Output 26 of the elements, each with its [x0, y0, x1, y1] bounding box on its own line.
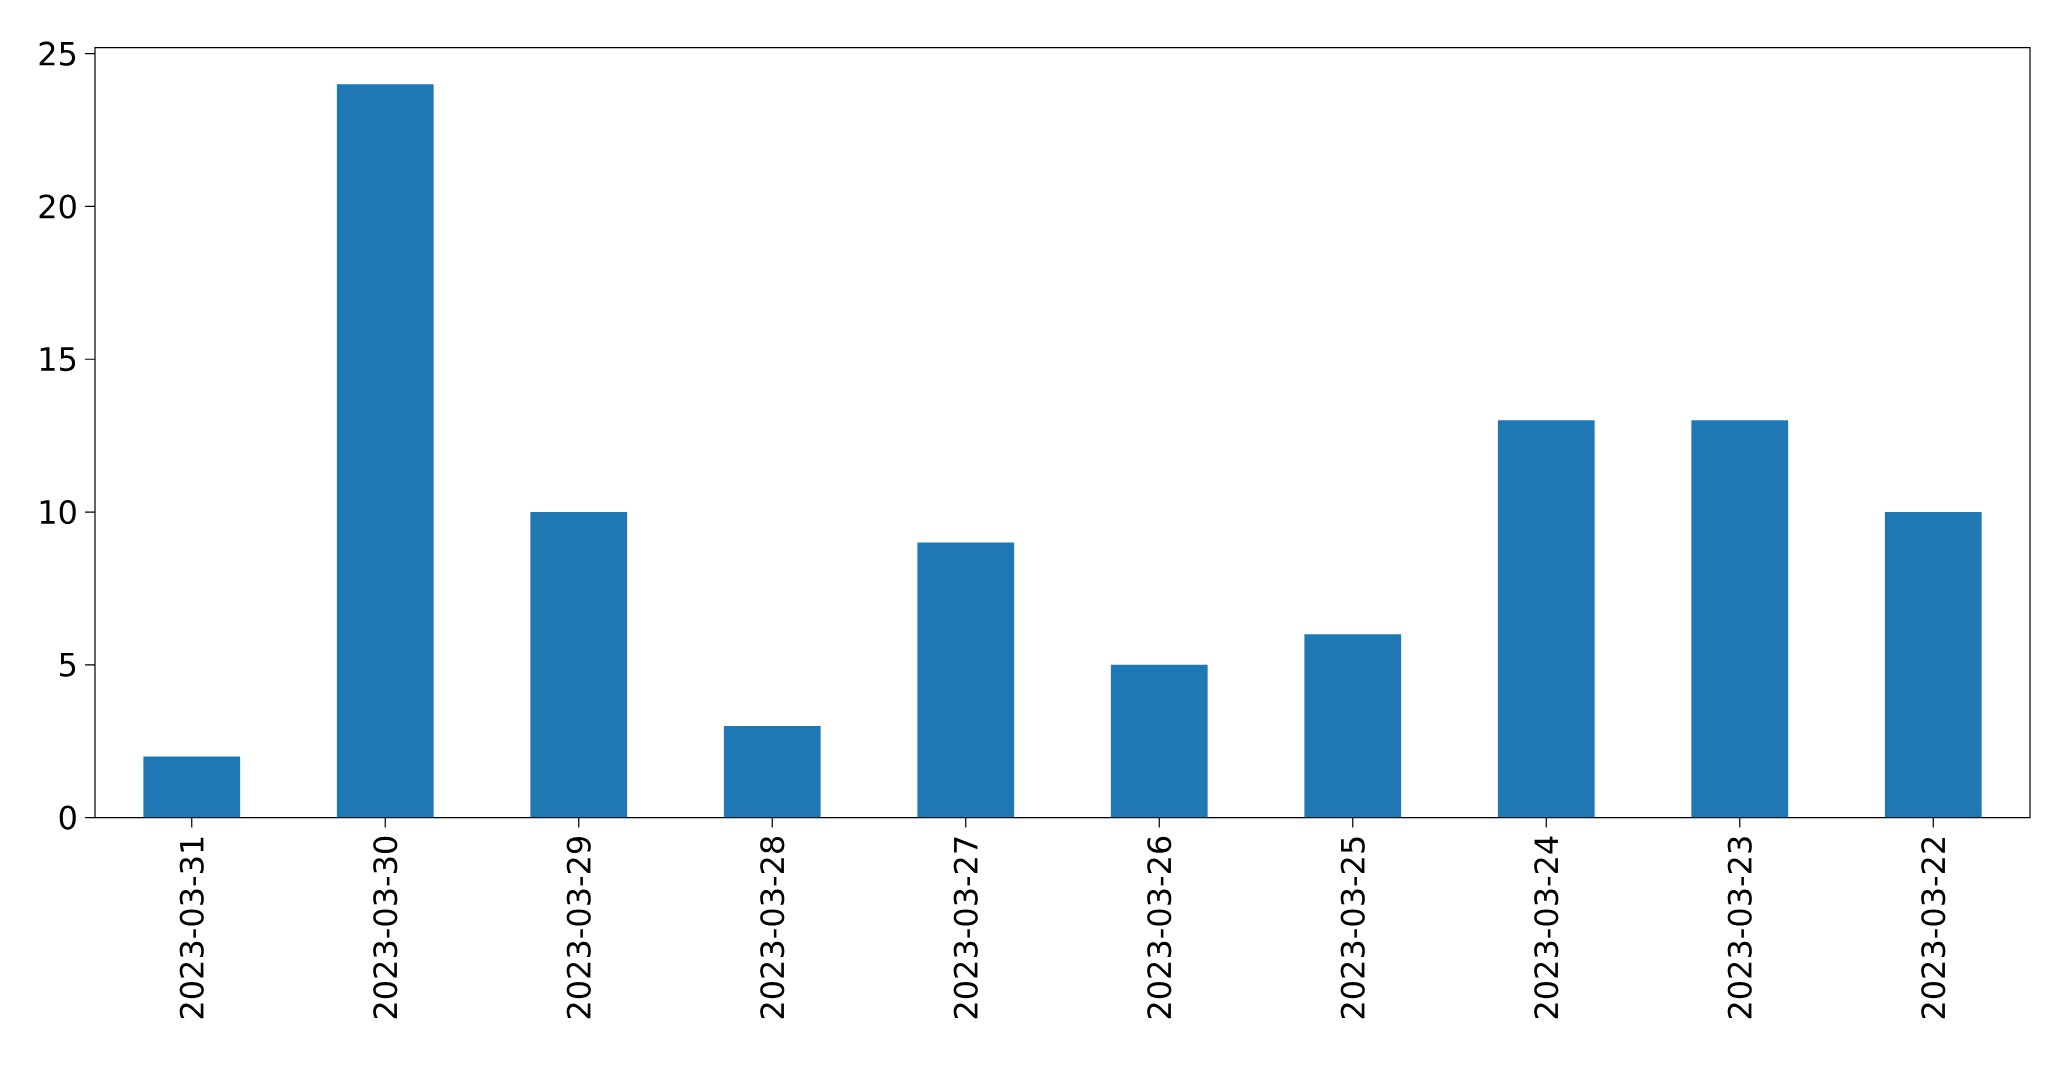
bar: [1497, 420, 1595, 818]
bar: [1691, 420, 1789, 818]
bar: [1884, 512, 1982, 818]
bar: [917, 542, 1015, 818]
bar: [336, 84, 434, 818]
y-tick-label: 10: [40, 499, 76, 525]
x-tick-label: 2023-03-26: [1147, 836, 1172, 1019]
x-tick-label: 2023-03-22: [1921, 837, 1946, 1019]
x-tick-label: 2023-03-25: [1340, 837, 1365, 1019]
bar: [530, 512, 628, 818]
bar: [1110, 664, 1208, 818]
bar: [1304, 634, 1402, 818]
x-tick-label: 2023-03-23: [1727, 837, 1752, 1019]
x-tick-label: 2023-03-24: [1534, 836, 1559, 1019]
y-tick-label: 0: [59, 805, 76, 830]
y-tick-label: 5: [60, 652, 76, 677]
y-tick-label: 15: [40, 347, 76, 372]
x-tick-label: 2023-03-27: [953, 837, 978, 1019]
bar: [143, 756, 241, 818]
x-tick-label: 2023-03-29: [566, 836, 591, 1019]
x-tick-label: 2023-03-30: [373, 836, 398, 1019]
x-tick-label: 2023-03-31: [179, 837, 204, 1019]
y-tick-label: 25: [39, 41, 76, 66]
y-tick-label: 20: [39, 194, 76, 219]
x-tick-label: 2023-03-28: [760, 836, 785, 1019]
bar: [723, 725, 821, 818]
